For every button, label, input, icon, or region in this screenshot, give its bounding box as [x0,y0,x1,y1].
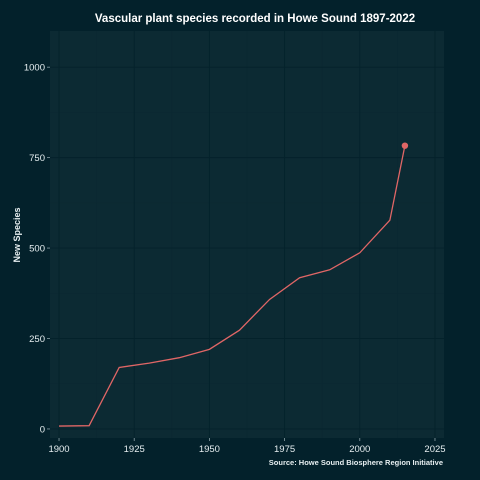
axis-ticks: 1900 1925 1950 1975 2000 2025 0 250 500 750 1000 [24,63,446,455]
x-tick-label: 2000 [349,444,370,455]
y-tick-label: 1000 [24,63,45,74]
x-tick-label: 1975 [274,444,295,455]
highlight-point [401,142,409,149]
y-axis-title: New Species [12,207,22,262]
chart-title: Vascular plant species recorded in Howe … [95,13,415,25]
series-line [59,145,406,427]
x-tick-label: 1925 [124,444,145,455]
x-tick-label: 2025 [424,444,445,455]
y-tick-label: 750 [29,153,45,164]
source-caption: Source: Howe Sound Biosphere Region Init… [269,458,443,467]
y-tick-label: 250 [29,334,45,345]
y-tick-label: 500 [29,244,45,255]
y-tick-label: 0 [40,424,45,435]
x-tick-label: 1900 [48,444,69,455]
x-tick-label: 1950 [199,444,220,455]
grid [50,31,444,438]
